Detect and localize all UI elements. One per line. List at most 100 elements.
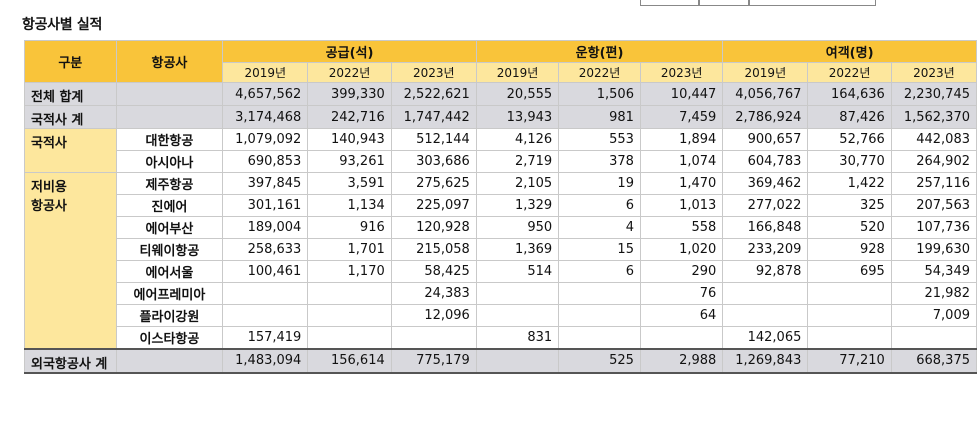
category-cell: 저비용 항공사 (24, 172, 117, 349)
table-cell (639, 326, 724, 349)
table-cell: 1,894 (639, 128, 724, 151)
table-row: 저비용 항공사 제주항공 397,845 3,591 275,625 2,105 19 1,47… (24, 172, 977, 349)
table-cell: 928 (807, 238, 892, 261)
table-cell: 93,261 (307, 150, 392, 173)
table-cell (222, 304, 309, 327)
table-cell: 140,943 (307, 128, 392, 151)
table-cell: 142,065 (722, 326, 809, 349)
top-fragment-box (698, 0, 750, 6)
table-cell (222, 282, 309, 305)
table-cell: 1,747,442 (390, 105, 477, 129)
table-cell: 4,126 (475, 128, 560, 151)
table-cell: 900,657 (722, 128, 809, 151)
table-cell (475, 304, 560, 327)
table-row: 티웨이항공 258,633 1,701 215,058 1,369 15 1,020 233,… (25, 238, 977, 261)
top-fragment-box (748, 0, 876, 6)
airline-name: 진에어 (115, 194, 224, 217)
table-cell: 2,719 (475, 150, 560, 173)
table-cell: 3,591 (307, 172, 392, 195)
airline-name (115, 105, 224, 129)
table-cell (890, 326, 977, 349)
table-cell: 301,161 (222, 194, 309, 217)
table-cell: 1,269,843 (722, 347, 809, 374)
table-cell: 2,522,621 (390, 82, 477, 106)
table-cell: 397,845 (222, 172, 309, 195)
table-cell: 12,096 (390, 304, 477, 327)
table-cell: 258,633 (222, 238, 309, 261)
table-cell: 831 (475, 326, 560, 349)
table-cell: 166,848 (722, 216, 809, 239)
header-flights: 운항(편) (475, 40, 724, 63)
table-cell: 76 (639, 282, 724, 305)
page-title: 항공사별 실적 (22, 17, 103, 33)
header-year: 2019년 (722, 62, 809, 83)
table-cell: 199,630 (890, 238, 977, 261)
header-year: 2022년 (307, 62, 392, 83)
table-cell: 2,230,745 (890, 82, 977, 106)
table-cell: 264,902 (890, 150, 977, 173)
table-cell (558, 326, 641, 349)
table-row: 진에어 301,161 1,134 225,097 1,329 6 1,013 277,022… (25, 194, 977, 217)
table-cell: 1,422 (807, 172, 892, 195)
table-cell: 4 (558, 216, 641, 239)
table-cell (475, 347, 560, 374)
category-cell: 전체 합계 (24, 82, 117, 106)
table-cell (807, 304, 892, 327)
table-cell: 233,209 (722, 238, 809, 261)
category-cell: 외국항공사 계 (24, 347, 117, 374)
table-cell: 277,022 (722, 194, 809, 217)
table-cell (722, 282, 809, 305)
table-cell: 1,329 (475, 194, 560, 217)
table-cell (558, 282, 641, 305)
table-cell: 916 (307, 216, 392, 239)
table-row: 아시아나 690,853 93,261 303,686 2,719 378 1,074 604… (25, 150, 977, 173)
table-cell (475, 282, 560, 305)
table-cell: 303,686 (390, 150, 477, 173)
table-cell: 553 (558, 128, 641, 151)
category-cell: 국적사 (24, 128, 117, 173)
table-cell: 2,786,924 (722, 105, 809, 129)
table-cell: 2,988 (639, 347, 724, 374)
table-cell: 950 (475, 216, 560, 239)
table-body: 전체 합계 4,657,562 399,330 2,522,621 20,555 1,50… (24, 82, 977, 374)
table-cell: 3,174,468 (222, 105, 309, 129)
table-cell: 1,013 (639, 194, 724, 217)
table-row: 국적사 계 3,174,468 242,716 1,747,442 13,943 981 7… (24, 105, 977, 129)
table-cell: 290 (639, 260, 724, 283)
table-cell: 189,004 (222, 216, 309, 239)
header-year: 2022년 (807, 62, 892, 83)
airline-name: 대한항공 (115, 128, 224, 151)
airline-name (115, 82, 224, 106)
table-cell: 1,134 (307, 194, 392, 217)
header-year: 2022년 (558, 62, 641, 83)
table-row: 외국항공사 계 1,483,094 156,614 775,179 525 2,988 1,… (24, 347, 977, 374)
table-cell: 77,210 (807, 347, 892, 374)
airline-name: 아시아나 (115, 150, 224, 173)
table-cell: 1,170 (307, 260, 392, 283)
table-cell: 52,766 (807, 128, 892, 151)
table-cell: 225,097 (390, 194, 477, 217)
table-cell: 30,770 (807, 150, 892, 173)
table-cell (807, 282, 892, 305)
table-cell: 2,105 (475, 172, 560, 195)
table-cell: 695 (807, 260, 892, 283)
table-cell: 4,056,767 (722, 82, 809, 106)
table-row: 이스타항공 157,419 831 142,065 (25, 326, 977, 349)
row-category: 전체 합계 (31, 90, 84, 105)
table-cell: 604,783 (722, 150, 809, 173)
table-cell: 775,179 (390, 347, 477, 374)
table-cell: 1,506 (558, 82, 641, 106)
table-cell: 10,447 (639, 82, 724, 106)
table-cell: 1,701 (307, 238, 392, 261)
table-row: 전체 합계 4,657,562 399,330 2,522,621 20,555 1,50… (24, 82, 977, 106)
table-cell: 1,470 (639, 172, 724, 195)
table-row: 에어부산 189,004 916 120,928 950 4 558 166,848 520 10… (25, 216, 977, 239)
table-cell: 64 (639, 304, 724, 327)
table-cell: 4,657,562 (222, 82, 309, 106)
table-cell (390, 326, 477, 349)
header-year: 2023년 (639, 62, 724, 83)
table-cell: 6 (558, 194, 641, 217)
table-cell: 525 (558, 347, 641, 374)
table-cell: 512,144 (390, 128, 477, 151)
table-cell: 1,079,092 (222, 128, 309, 151)
